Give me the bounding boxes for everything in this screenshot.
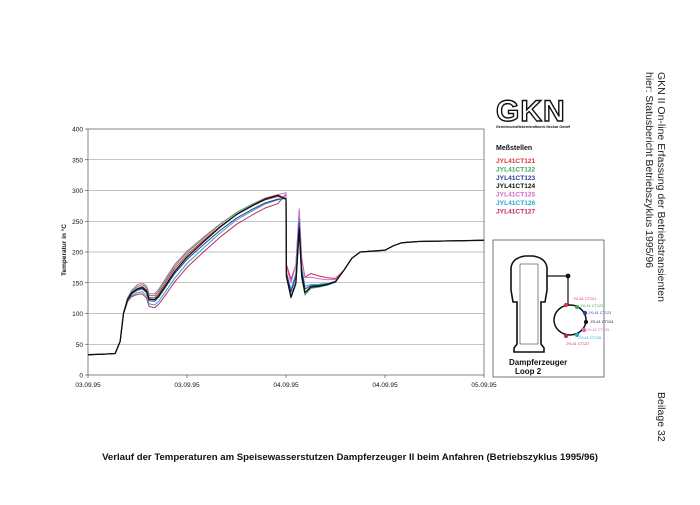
legend-item: JYL41CT123 [496,175,536,182]
legend-item: JYL41CT122 [496,166,536,173]
sensor-label: JYL41 CT122 [580,304,603,308]
y-tick-label: 100 [72,311,83,318]
legend-title: Meßstellen [496,145,532,152]
sensor-dot [581,327,587,333]
legend-item: JYL41CT121 [496,158,536,165]
figure-caption: Verlauf der Temperaturen am Speisewasser… [102,452,598,463]
logo-subtitle: Gemeinschaftskernkraftwerk Neckar GmbH [496,125,571,129]
sensor-label: JYL41 CT124 [590,320,613,324]
steam-generator-vessel [510,255,548,353]
nozzle-ring [553,304,587,336]
y-tick-label: 200 [72,250,83,257]
series-line-jyl41ct124 [87,194,485,356]
legend-item: JYL41CT126 [496,200,536,207]
y-tick-label: 50 [76,342,84,349]
sensor-label: JYL41 CT126 [578,336,601,340]
side-footer: Beilage 32 [655,392,667,442]
schematic-title-2: Loop 2 [515,367,542,376]
sensor-label: JYL41 CT127 [566,342,589,346]
x-tick-label: 03.09.95 [75,382,101,389]
gkn-logo: GKN Gemeinschaftskernkraftwerk Neckar Gm… [495,94,571,129]
y-tick-label: 300 [72,188,83,195]
sensor-dot [582,310,588,316]
x-tick-label: 04.09.95 [273,382,299,389]
legend-item: JYL41CT127 [496,208,536,215]
series-lines [87,192,485,356]
logo-text: GKN [496,95,566,128]
sensor-dot [574,304,580,310]
side-title: GKN II On-line Erfassung der Betriebstra… [655,72,667,302]
y-tick-label: 400 [72,127,83,134]
sensor-label: JYL41 CT125 [586,328,609,332]
legend-item: JYL41CT125 [496,192,536,199]
sensor-dot [563,333,569,339]
legend-item: JYL41CT124 [496,183,536,190]
x-tick-label: 04.09.95 [372,382,398,389]
schematic-title-1: Dampferzeuger [509,358,567,367]
x-tick-label: 05.09.95 [471,382,497,389]
y-tick-label: 350 [72,157,83,164]
y-axis-ticks: 0 50 100 150 200 250 300 350 400 [72,127,88,380]
vessel-inner [519,263,539,345]
sensor-dot [583,319,589,325]
x-axis-ticks: 03.09.95 03.09.95 04.09.95 04.09.95 05.09.95 [75,375,497,389]
x-tick-label: 03.09.95 [174,382,200,389]
sensor-label: JYL41 CT123 [588,311,611,315]
sensor-label: JYL41 CT121 [573,297,596,301]
y-tick-label: 250 [72,219,83,226]
y-tick-label: 150 [72,280,83,287]
schematic-frame [492,239,605,378]
plot-grid [87,128,485,376]
y-tick-label: 0 [79,373,83,380]
side-subtitle: hier: Statusbericht Betriebszyklus 1995/… [643,72,655,269]
steam-generator-schematic: JYL41 CT121 JYL41 CT122 JYL41 CT123 JYL41 C… [492,239,613,378]
y-axis-label: Temperatur in °C [60,224,68,276]
sensor-dot [574,332,580,338]
sensor-dot [563,302,569,308]
feedwater-valve [565,273,571,279]
